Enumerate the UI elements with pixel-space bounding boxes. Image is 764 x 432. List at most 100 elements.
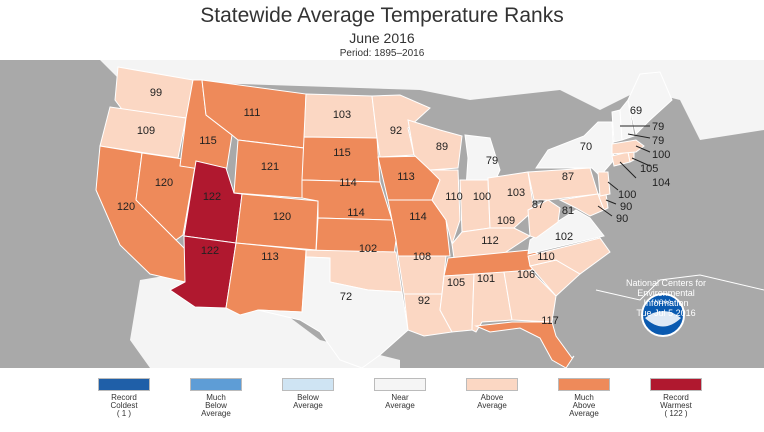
legend: Record Coldest ( 1 ) Much Below Average …: [0, 368, 764, 432]
map-title: Statewide Average Temperature Ranks: [200, 4, 564, 27]
map-area: 99 109 120 120 115 111 121 122 122 120 113 103 115 11…: [0, 60, 764, 368]
state-rank-label-ne: 114: [339, 177, 357, 189]
state-rank-label-tx: 72: [340, 291, 352, 303]
state-rank-label-de: 90: [620, 201, 632, 213]
state-rank-label-sc: 110: [537, 251, 555, 263]
legend-item-near: Near Average: [364, 378, 436, 410]
state-rank-label-oh: 103: [507, 187, 525, 199]
state-rank-label-md: 90: [616, 213, 628, 225]
legend-swatch: [190, 378, 242, 391]
state-fl: [474, 321, 575, 368]
state-rank-label-tn: 112: [481, 235, 499, 247]
state-va: [527, 209, 605, 255]
state-labels: 99 109 120 120 115 111 121 122 122 120 113 103 115 11…: [117, 87, 671, 327]
legend-swatch: [466, 378, 518, 391]
agency-line1: National Centers for: [625, 278, 707, 288]
state-il: [428, 169, 461, 246]
state-ga: [503, 269, 557, 323]
legend-label: Above Average: [477, 393, 507, 410]
state-rank-label-ut: 122: [203, 191, 221, 203]
state-rank-label-ky: 109: [497, 215, 515, 227]
state-rank-label-ar: 108: [413, 251, 431, 263]
state-nj: [597, 171, 611, 197]
state-rank-label-va: 81: [562, 205, 574, 217]
legend-item-much-above: Much Above Average: [548, 378, 620, 418]
state-rank-label-pa: 87: [562, 171, 574, 183]
state-rank-label-nc: 102: [555, 231, 573, 243]
state-rank-label-ma: 100: [652, 149, 670, 161]
legend-label: Record Coldest ( 1 ): [110, 393, 138, 418]
state-rank-label-az: 122: [201, 245, 219, 257]
states-layer: [95, 66, 673, 368]
legend-swatch: [282, 378, 334, 391]
state-rank-label-wa: 99: [150, 87, 162, 99]
state-rank-label-mn: 92: [390, 125, 402, 137]
state-rank-label-mi: 79: [486, 155, 498, 167]
state-rank-label-nv: 120: [155, 177, 173, 189]
noaa-logo: NOAA: [641, 293, 685, 337]
state-ny: [535, 121, 615, 177]
state-wi: [407, 119, 463, 171]
state-tx: [257, 256, 409, 368]
legend-item-below: Below Average: [272, 378, 344, 410]
legend-item-record-coldest: Record Coldest ( 1 ): [88, 378, 160, 418]
legend-item-much-below: Much Below Average: [180, 378, 252, 418]
state-rank-label-ok: 102: [359, 243, 377, 255]
legend-swatch: [650, 378, 702, 391]
legend-label: Much Below Average: [201, 393, 231, 418]
state-mn: [371, 94, 431, 158]
noaa-logo-text: NOAA: [654, 300, 671, 306]
agency-credit: National Centers for Environmental Infor…: [604, 278, 728, 318]
state-me: [627, 71, 673, 135]
state-rank-label-or: 109: [137, 125, 155, 137]
agency-date: Tue Jul 5 2016: [636, 308, 696, 318]
state-rank-label-co: 120: [273, 211, 291, 223]
state-rank-label-ia: 113: [397, 171, 415, 183]
state-rank-label-in: 100: [473, 191, 491, 203]
state-rank-label-wv: 87: [532, 199, 544, 211]
state-ma: [611, 139, 645, 155]
state-rank-label-ri: 105: [640, 163, 658, 175]
legend-label: Record Warmest ( 122 ): [660, 393, 692, 418]
state-rank-label-mo: 114: [409, 211, 427, 223]
state-rank-label-ny: 70: [580, 141, 592, 153]
agency-line3: Information: [643, 298, 689, 308]
state-sd: [301, 136, 381, 183]
state-rank-label-ks: 114: [347, 207, 365, 219]
legend-swatch: [98, 378, 150, 391]
state-rank-label-me: 69: [630, 105, 642, 117]
state-rank-label-nm: 113: [261, 251, 279, 263]
state-rank-label-ms: 105: [447, 277, 465, 289]
state-rank-label-la: 92: [418, 295, 430, 307]
leader-lines: [597, 125, 651, 217]
agency-line2: Environmental: [637, 288, 695, 298]
map-subtitle: June 2016: [349, 30, 415, 46]
state-nh: [619, 98, 635, 141]
legend-swatch: [558, 378, 610, 391]
state-rank-label-il: 110: [445, 191, 463, 203]
legend-label: Much Above Average: [569, 393, 599, 418]
state-rank-label-ct: 104: [652, 177, 670, 189]
legend-item-above: Above Average: [456, 378, 528, 410]
state-rank-label-mt: 111: [244, 107, 261, 119]
state-rank-label-sd: 115: [333, 147, 351, 159]
title-block: Statewide Average Temperature Ranks June…: [0, 0, 764, 60]
state-md: [558, 193, 605, 217]
state-rank-label-nd: 103: [333, 109, 351, 121]
state-ks: [315, 217, 397, 256]
state-rank-label-id: 115: [199, 135, 217, 147]
us-map-svg: 99 109 120 120 115 111 121 122 122 120 113 103 115 11…: [0, 60, 764, 368]
legend-swatch: [374, 378, 426, 391]
state-rank-label-nh: 79: [652, 135, 664, 147]
state-rank-label-wy: 121: [261, 161, 279, 173]
legend-item-record-warmest: Record Warmest ( 122 ): [640, 378, 712, 418]
state-rank-label-ca: 120: [117, 201, 135, 213]
legend-label: Near Average: [385, 393, 415, 410]
coast-line: [595, 274, 764, 301]
state-rank-label-vt: 79: [652, 121, 664, 133]
state-nc: [527, 237, 611, 275]
state-oh: [487, 171, 535, 229]
state-in: [459, 179, 491, 233]
state-pa: [527, 167, 599, 201]
